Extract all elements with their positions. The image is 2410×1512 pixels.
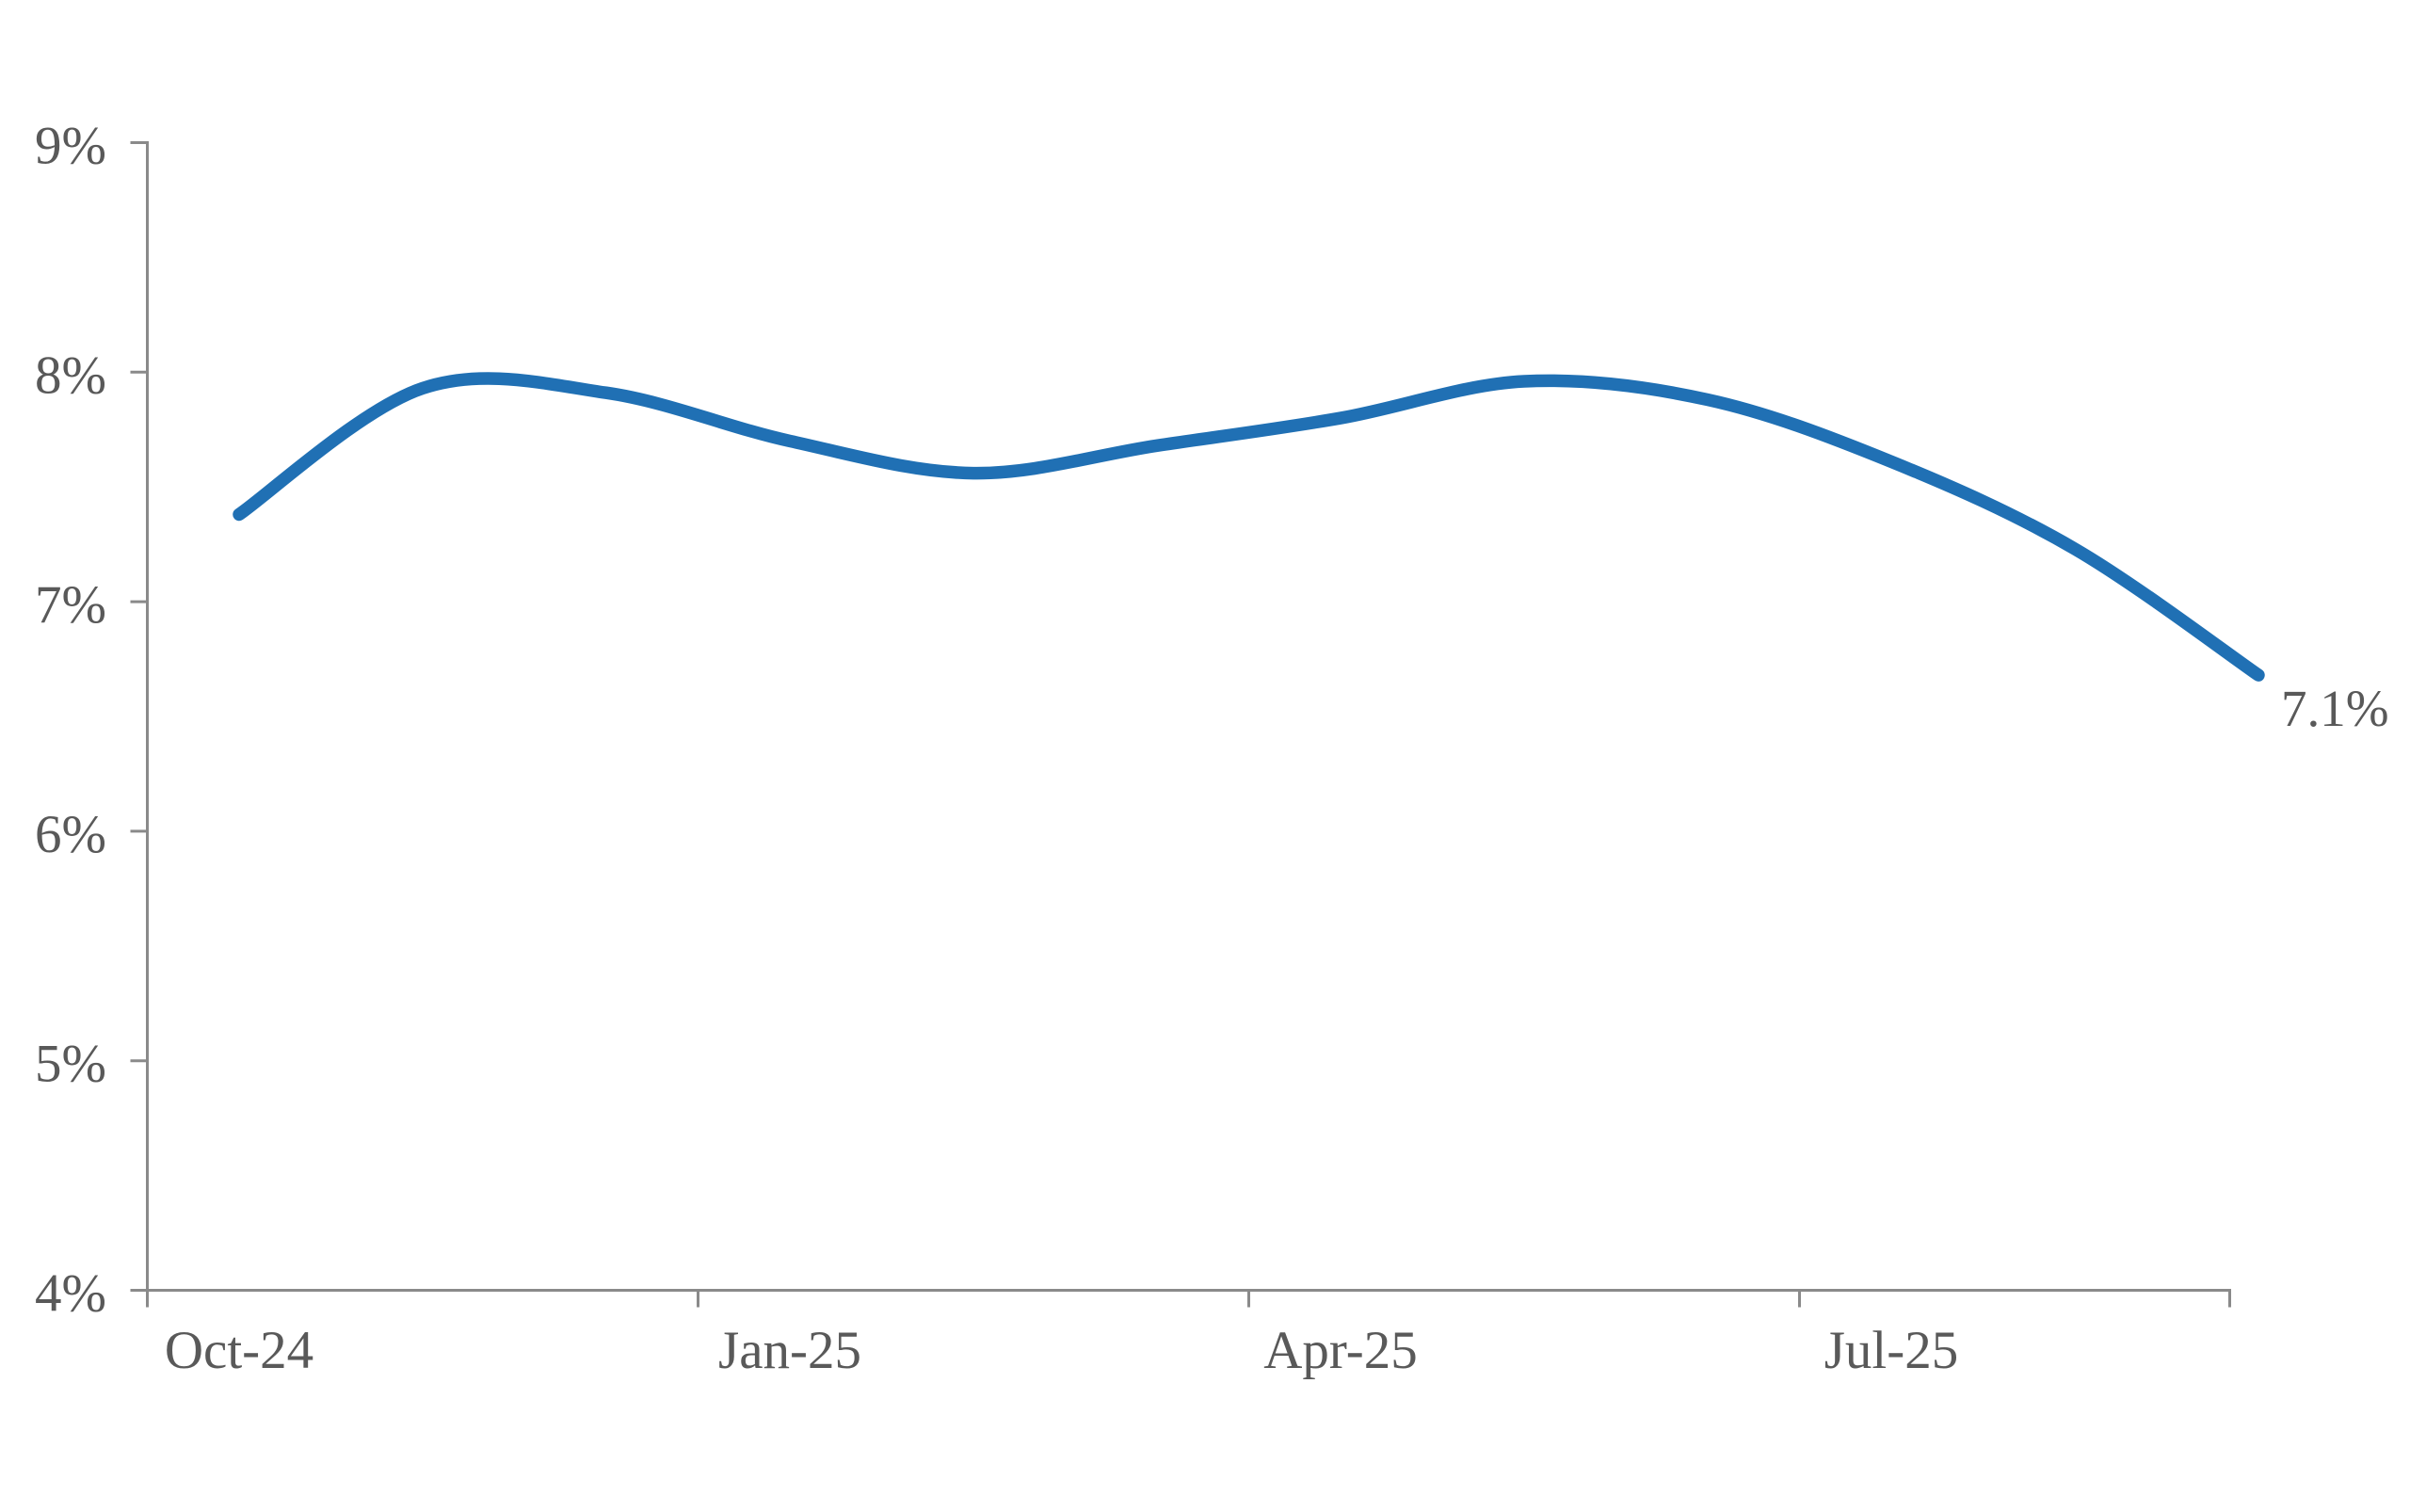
x-tick-label: Oct-24 [165,1321,313,1380]
y-tick-label: 6% [35,805,106,864]
y-tick-label: 4% [35,1264,106,1324]
x-tick-label: Jul-25 [1824,1321,1959,1380]
series [233,372,2265,682]
x-tick-label: Apr-25 [1263,1321,1418,1380]
y-tick-label: 7% [35,575,106,635]
axes: 9% 8% 7% 6% 5% 4% Oct-24 Jan-25 Apr-25 Jul-25 [35,117,2231,1380]
y-tick-label: 5% [35,1035,106,1094]
x-tick-label: Jan-25 [718,1321,861,1380]
series-end-label: 7.1% [2281,680,2389,737]
y-tick-label: 8% [35,346,106,405]
y-tick-label: 9% [35,117,106,176]
series-line [233,372,2265,682]
